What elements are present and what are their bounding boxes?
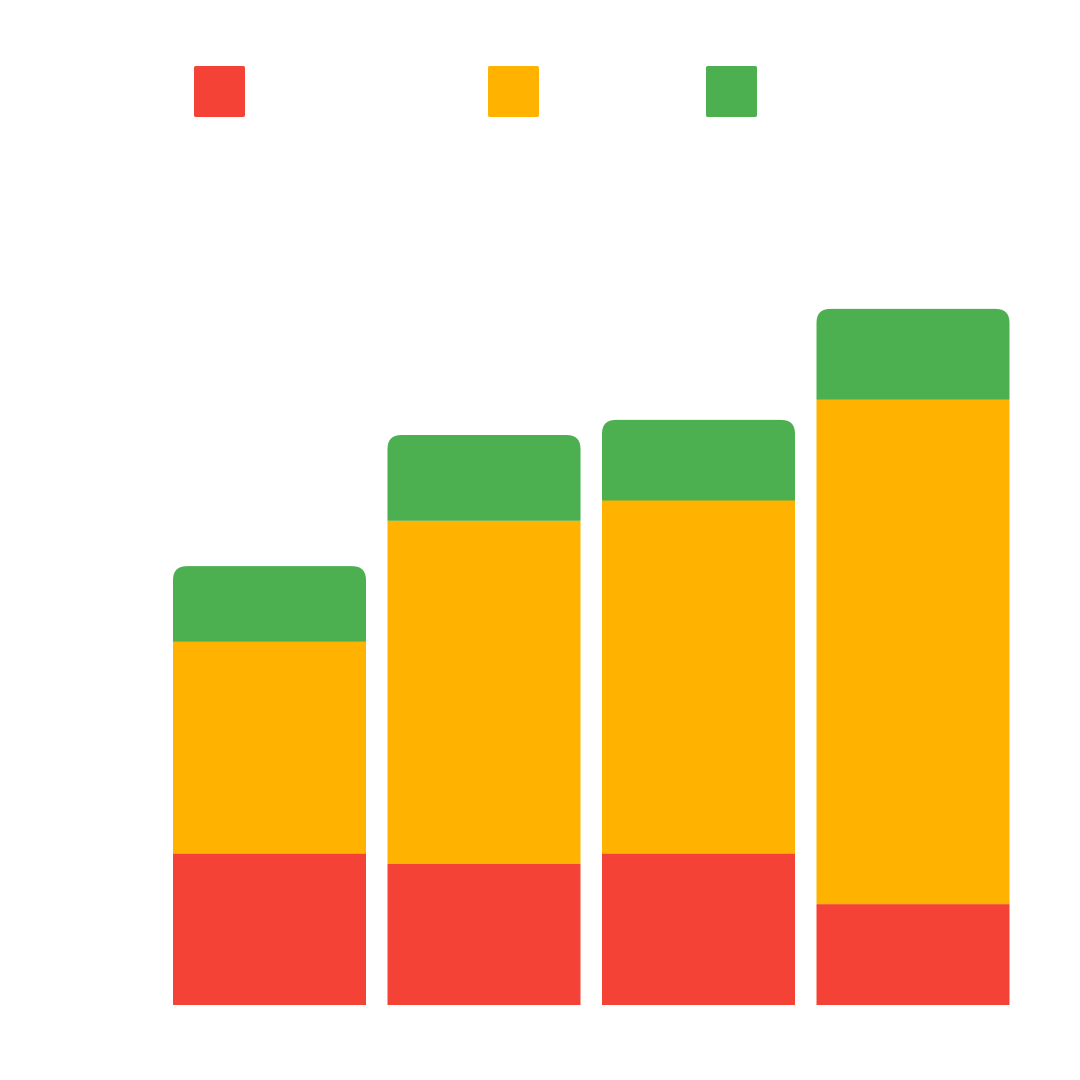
legend-swatch-3 (706, 66, 757, 117)
bar-segment-3-series-3 (602, 419, 795, 501)
legend-swatch-1 (194, 66, 245, 117)
bar-stack-4 (816, 308, 1010, 1005)
legend (194, 66, 757, 117)
bar-segment-1-series-3 (173, 566, 366, 642)
bar-segment-1-series-1 (173, 853, 366, 1005)
bar-segment-4-series-1 (816, 904, 1010, 1005)
bar-stack-2 (387, 434, 581, 1005)
bar-stack-3 (602, 419, 795, 1005)
bar-segment-4-series-2 (816, 399, 1010, 905)
bar-segment-3-series-1 (602, 853, 795, 1005)
bar-segment-2-series-3 (387, 434, 581, 521)
bar-segment-4-series-3 (816, 308, 1010, 400)
bar-segment-2-series-2 (387, 520, 581, 864)
legend-swatch-2 (488, 66, 539, 117)
bar-segment-1-series-2 (173, 641, 366, 854)
bars (173, 308, 1010, 1005)
bar-segment-2-series-1 (387, 863, 581, 1005)
bar-segment-3-series-2 (602, 500, 795, 854)
bar-stack-1 (173, 566, 366, 1005)
